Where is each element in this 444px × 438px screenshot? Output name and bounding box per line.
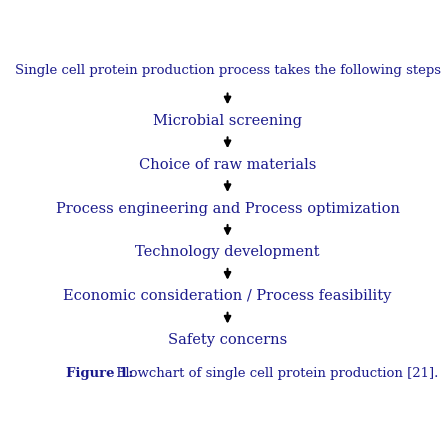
Text: Economic consideration / Process feasibility: Economic consideration / Process feasibi… — [63, 289, 392, 303]
Text: Figure 1:: Figure 1: — [66, 367, 133, 380]
Text: Technology development: Technology development — [135, 245, 320, 259]
Text: Single cell protein production process takes the following steps: Single cell protein production process t… — [15, 64, 440, 78]
Text: Safety concerns: Safety concerns — [168, 333, 287, 347]
Text: Process engineering and Process optimization: Process engineering and Process optimiza… — [56, 201, 400, 215]
Text: Flowchart of single cell protein production [21].: Flowchart of single cell protein product… — [112, 367, 439, 380]
Text: Microbial screening: Microbial screening — [153, 114, 302, 128]
Text: Choice of raw materials: Choice of raw materials — [139, 158, 316, 172]
